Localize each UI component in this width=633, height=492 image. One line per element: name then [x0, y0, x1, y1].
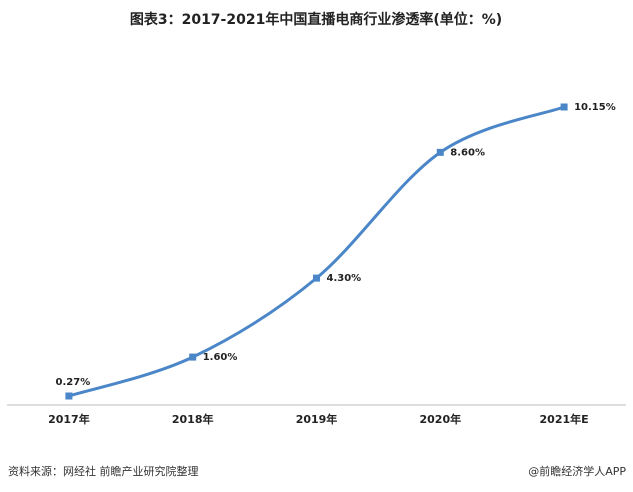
marker	[560, 103, 568, 111]
value-label: 10.15%	[574, 102, 616, 113]
value-label: 0.27%	[56, 377, 91, 388]
x-tick-label: 2020年	[419, 412, 461, 426]
value-label: 1.60%	[203, 352, 238, 363]
x-tick-label: 2017年	[48, 412, 90, 426]
x-tick-label: 2019年	[296, 412, 338, 426]
line	[68, 105, 565, 398]
chart-title: 图表3：2017-2021年中国直播电商行业渗透率(单位：%)	[130, 11, 502, 28]
x-tick-label: 2018年	[172, 412, 214, 426]
x-tick-label: 2021年E	[540, 412, 589, 426]
source: 资料来源：网经社 前瞻产业研究院整理	[8, 464, 199, 478]
value-label: 8.60%	[450, 147, 485, 158]
value-label: 4.30%	[327, 273, 362, 284]
marker	[313, 274, 320, 282]
credit: @前瞻经济学人APP	[528, 464, 626, 478]
marker	[65, 392, 73, 400]
marker	[436, 148, 444, 156]
marker	[189, 353, 197, 361]
